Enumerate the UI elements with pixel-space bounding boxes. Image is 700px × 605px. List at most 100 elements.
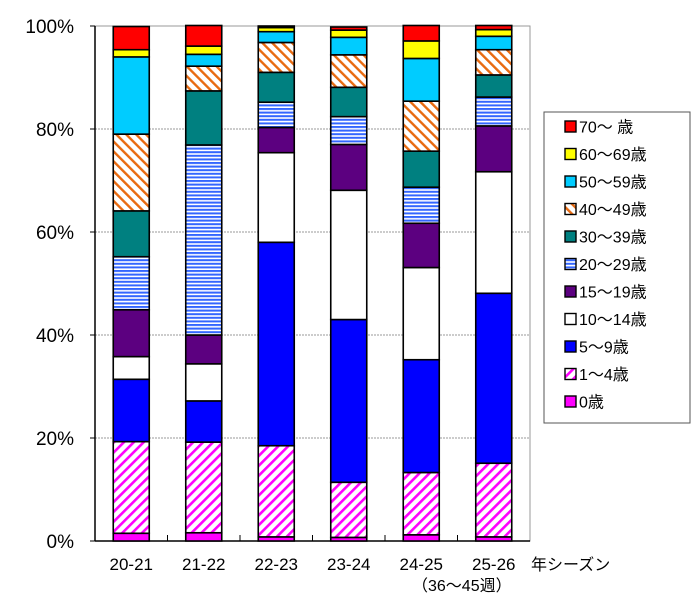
bar-segment <box>474 170 513 295</box>
legend-label: 0歳 <box>579 394 604 412</box>
legend-swatch <box>564 367 577 381</box>
legend-label: 60～69歳 <box>579 146 647 164</box>
gridlines <box>95 128 530 439</box>
legend-item: 1～4歳 <box>564 366 629 384</box>
bars <box>112 24 513 542</box>
legend-label: 70～ 歳 <box>579 119 633 137</box>
y-tick-label: 100% <box>25 17 74 38</box>
bar-segment <box>474 462 513 538</box>
bar-23-24 <box>329 26 368 542</box>
legend-label: 10～14歳 <box>579 311 647 329</box>
legend-label: 40～49歳 <box>579 201 647 219</box>
bar-segment <box>402 40 441 60</box>
legend-swatch <box>564 312 577 326</box>
bar-24-25 <box>402 24 441 542</box>
bar-segment <box>112 48 151 58</box>
x-tick-label: 21-22 <box>182 555 225 574</box>
bar-22-23 <box>257 25 296 542</box>
legend-swatch <box>564 202 577 216</box>
legend-item: 60～69歳 <box>564 146 647 164</box>
bar-segment <box>184 65 223 92</box>
bar-segment <box>257 101 296 129</box>
legend-label: 15～19歳 <box>579 284 647 302</box>
legend-item: 70～ 歳 <box>564 119 633 137</box>
x-tick-label: 20-21 <box>110 555 153 574</box>
bar-segment <box>402 57 441 102</box>
bar-segment <box>112 25 151 51</box>
bar-segment <box>329 318 368 484</box>
bar-segment <box>402 471 441 536</box>
bar-segment <box>402 186 441 225</box>
bar-segment <box>184 90 223 146</box>
bar-segment <box>112 210 151 258</box>
legend: 70～ 歳 60～69歳 50～59歳 40～49歳 30～39歳 20～29歳 15～19… <box>543 111 691 424</box>
bar-segment <box>474 96 513 127</box>
bar-segment <box>474 125 513 173</box>
bar-segment <box>474 74 513 98</box>
bar-segment <box>112 133 151 212</box>
legend-item: 15～19歳 <box>564 284 647 302</box>
bar-segment <box>112 440 151 535</box>
bar-segment <box>402 534 441 542</box>
bar-segment <box>184 400 223 443</box>
y-tick-label: 60% <box>36 223 74 244</box>
bar-segment <box>402 100 441 152</box>
legend-label: 30～39歳 <box>579 229 647 247</box>
y-tick-label: 40% <box>36 326 74 347</box>
bar-segment <box>474 292 513 465</box>
bar-segment <box>402 266 441 361</box>
legend-item: 0歳 <box>564 394 604 412</box>
plot-area <box>94 25 531 542</box>
y-axis-ticks: 0% 20% 40% 60% 80% 100% <box>25 17 95 553</box>
bar-segment <box>184 334 223 365</box>
bar-segment <box>329 143 368 192</box>
y-tick-label: 0% <box>47 532 75 553</box>
bar-segment <box>402 24 441 42</box>
legend-label: 1～4歳 <box>579 366 629 384</box>
x-axis-ticks: 20-21 21-22 22-23 23-24 24-25 25-26 <box>110 535 515 574</box>
bar-segment <box>474 28 513 38</box>
bar-segment <box>184 144 223 336</box>
bar-segment <box>329 29 368 39</box>
x-tick-label: 24-25 <box>400 555 443 574</box>
bar-segment <box>257 25 296 29</box>
bar-segment <box>112 355 151 381</box>
bar-segment <box>257 151 296 244</box>
bar-segment <box>257 126 296 154</box>
bar-segment <box>329 481 368 539</box>
bar-segment <box>257 444 296 538</box>
bar-segment <box>112 308 151 358</box>
x-tick-label: 25-26 <box>472 555 515 574</box>
legend-swatch <box>564 395 577 408</box>
legend-item: 30～39歳 <box>564 229 647 247</box>
bar-segment <box>184 363 223 402</box>
bar-segment <box>402 150 441 188</box>
x-axis-label: 年シーズン <box>531 556 610 574</box>
bar-segment <box>329 36 368 56</box>
legend-swatch <box>564 120 577 133</box>
legend-item: 10～14歳 <box>564 311 647 329</box>
bar-segment <box>329 26 368 31</box>
bar-25-26 <box>474 24 513 542</box>
legend-item: 5～9歳 <box>564 339 629 357</box>
legend-label: 5～9歳 <box>579 339 629 357</box>
bar-segment <box>184 24 223 47</box>
bar-segment <box>112 255 151 311</box>
bar-segment <box>257 41 296 74</box>
legend-swatch <box>564 257 577 271</box>
bar-segment <box>329 115 368 146</box>
bar-segment <box>257 71 296 104</box>
bar-segment <box>112 378 151 443</box>
bar-segment <box>112 56 151 135</box>
legend-label: 20～29歳 <box>579 256 647 274</box>
legend-item: 40～49歳 <box>564 201 647 219</box>
bar-segment <box>402 222 441 269</box>
bar-segment <box>257 241 296 447</box>
bar-segment <box>329 86 368 118</box>
legend-item: 50～59歳 <box>564 174 647 192</box>
legend-swatch <box>564 175 577 188</box>
bar-segment <box>184 53 223 67</box>
bar-segment <box>402 358 441 474</box>
legend-label: 50～59歳 <box>579 174 647 192</box>
